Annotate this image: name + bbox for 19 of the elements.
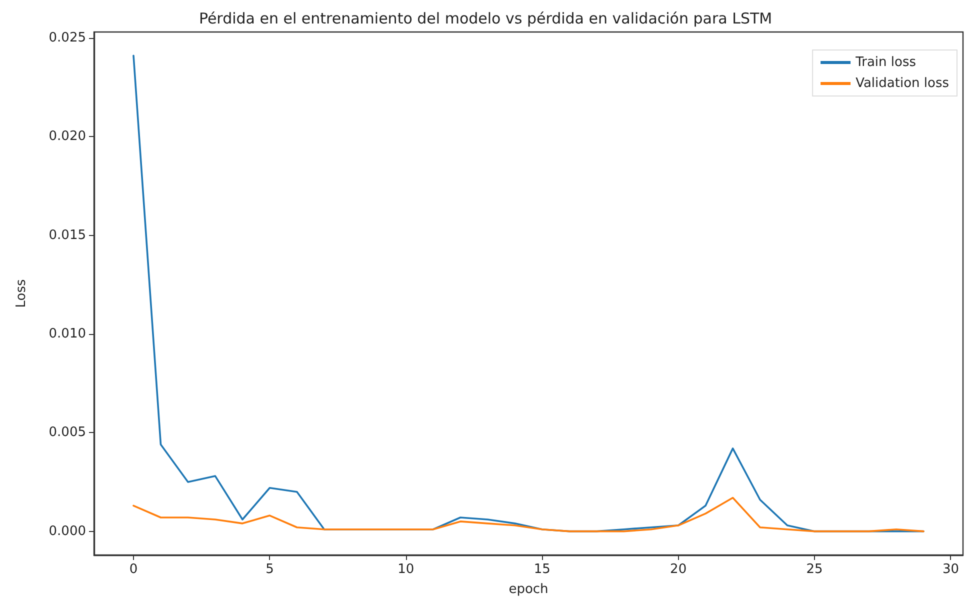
line-series — [132, 496, 924, 532]
x-tick-label: 30 — [942, 562, 960, 577]
legend-label: Train loss — [854, 55, 916, 70]
y-tick-label: 0.020 — [48, 129, 86, 144]
chart-title: Pérdida en el entrenamiento del modelo vs pérdida en validación para LSTM — [198, 10, 772, 28]
x-axis-title: epoch — [508, 582, 548, 597]
legend-label: Validation loss — [856, 76, 950, 91]
y-tick-label: 0.015 — [48, 228, 86, 243]
y-tick-label: 0.000 — [48, 524, 86, 539]
y-tick-label: 0.010 — [48, 326, 86, 342]
x-tick-label: 20 — [670, 562, 687, 577]
x-tick-label: 10 — [398, 562, 414, 577]
x-tick-label: 0 — [129, 562, 138, 577]
y-tick-label: 0.025 — [48, 30, 86, 46]
y-tick-label: 0.005 — [48, 425, 86, 440]
x-tick-label: 5 — [266, 562, 274, 577]
y-axis-title: Loss — [14, 279, 29, 308]
x-tick-label: 15 — [534, 562, 550, 577]
x-tick-label: 25 — [806, 562, 823, 577]
